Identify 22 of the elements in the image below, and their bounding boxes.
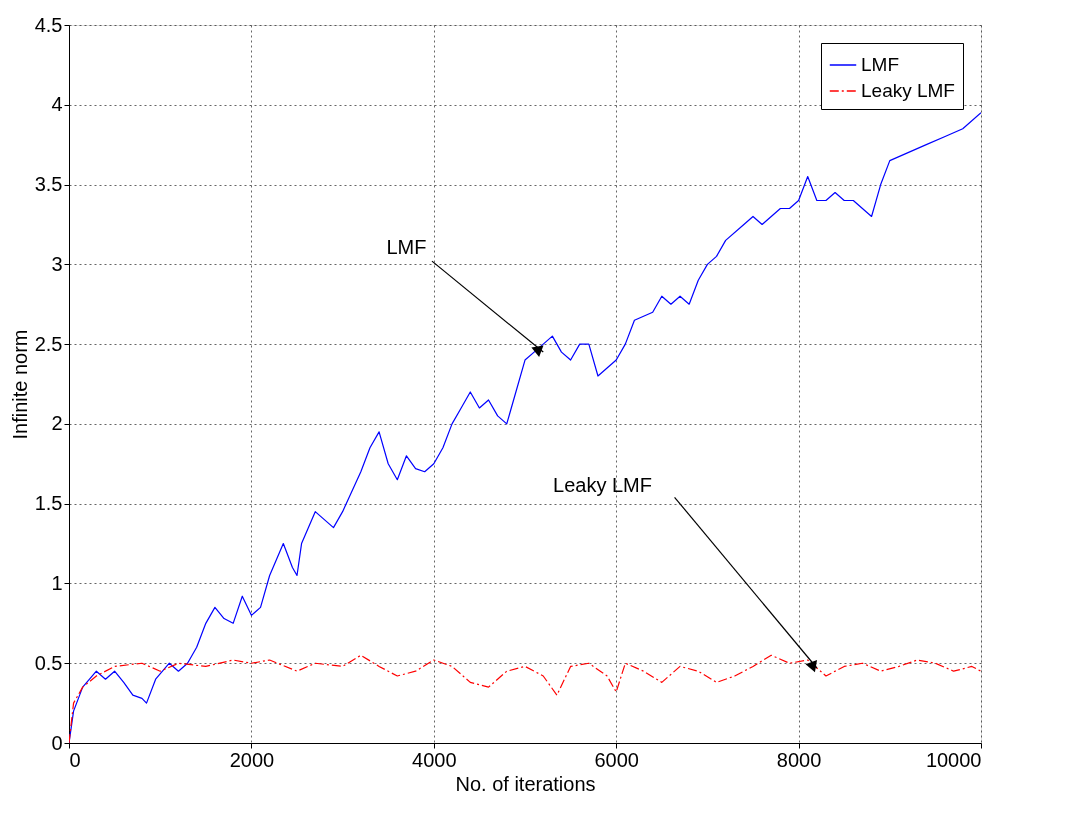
x-tick-label: 6000 [594, 748, 639, 771]
y-axis-title: Infinite norm [8, 329, 31, 440]
y-tick-label: 1 [51, 571, 63, 594]
y-tick-label: 3.5 [34, 173, 63, 196]
x-tick-label: 2000 [229, 748, 275, 771]
y-tick-label: 1.5 [34, 492, 63, 515]
y-tick-label: 3 [51, 252, 63, 275]
y-tick-label: 4 [51, 93, 63, 116]
legend-label: LMF [861, 54, 899, 75]
y-tick-label: 0.5 [34, 651, 63, 674]
x-tick-label: 10000 [925, 748, 982, 771]
annotation: LMF [386, 236, 427, 259]
legend-label: Leaky LMF [861, 80, 955, 101]
x-tick-label: 0 [69, 748, 81, 771]
y-tick-label: 2 [51, 412, 63, 435]
x-tick-label: 4000 [412, 748, 457, 771]
y-tick-label: 4.5 [34, 13, 63, 36]
x-axis-title: No. of iterations [455, 772, 596, 795]
y-tick-label: 0 [51, 731, 63, 754]
annotation: Leaky LMF [553, 474, 652, 497]
x-tick-label: 8000 [776, 748, 822, 771]
y-tick-label: 2.5 [34, 332, 63, 355]
